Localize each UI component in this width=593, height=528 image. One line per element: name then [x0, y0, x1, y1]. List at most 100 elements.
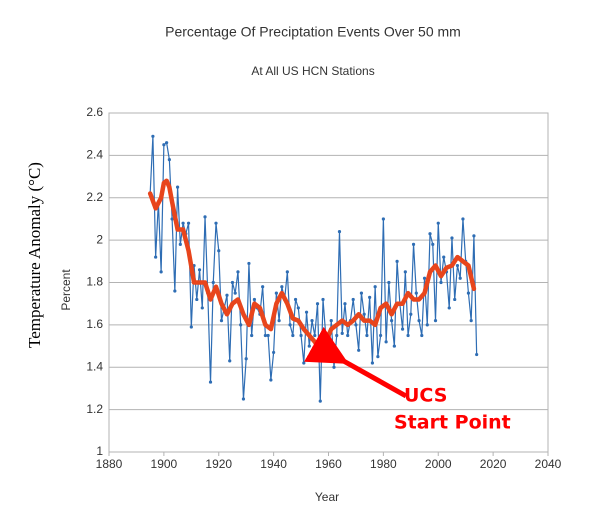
- data-point: [332, 365, 336, 369]
- data-point: [390, 319, 394, 323]
- y-tick-label: 1.4: [86, 359, 103, 373]
- data-point: [236, 270, 240, 274]
- y-tick-label: 1.8: [86, 275, 103, 289]
- data-point: [422, 276, 427, 280]
- data-point: [329, 319, 333, 323]
- data-point: [173, 289, 177, 293]
- x-tick-label: 1940: [260, 457, 287, 471]
- data-point: [197, 268, 202, 272]
- data-point: [409, 312, 413, 316]
- data-point: [217, 249, 221, 253]
- data-point: [280, 285, 284, 289]
- data-point: [420, 333, 424, 338]
- data-point: [274, 291, 278, 295]
- data-point: [447, 306, 451, 310]
- y-tick-label: 1: [96, 444, 103, 458]
- data-point: [291, 333, 295, 338]
- data-point: [165, 141, 169, 145]
- x-tick-label: 1960: [315, 457, 342, 471]
- data-point: [455, 263, 460, 268]
- overlay-axis-label: Temperature Anomaly (°C): [25, 162, 44, 348]
- data-point: [195, 297, 199, 302]
- data-point: [170, 217, 174, 221]
- data-point: [225, 293, 229, 297]
- data-point: [403, 270, 407, 274]
- data-point: [313, 333, 317, 338]
- chart-title: Percentage Of Preciptation Events Over 5…: [165, 24, 461, 40]
- chart-subtitle: At All US HCN Stations: [251, 64, 374, 78]
- data-point: [186, 221, 191, 225]
- y-tick-label: 2: [96, 232, 103, 246]
- data-point: [200, 306, 204, 310]
- data-point: [241, 397, 246, 401]
- annotation-arrow: [304, 326, 408, 399]
- data-point: [296, 306, 300, 310]
- x-tick-label: 2000: [425, 457, 452, 471]
- data-point: [219, 319, 224, 323]
- data-point: [181, 221, 185, 225]
- data-point: [466, 291, 471, 295]
- x-tick-label: 1920: [205, 457, 232, 471]
- data-point: [436, 221, 440, 225]
- data-point: [337, 230, 342, 234]
- data-point: [272, 350, 276, 355]
- data-point: [277, 319, 281, 323]
- data-point: [450, 236, 454, 240]
- annotation: UCS: [404, 385, 447, 407]
- data-point: [428, 232, 432, 236]
- data-point: [154, 255, 158, 259]
- y-axis-label: Percent: [59, 269, 73, 311]
- data-point: [162, 143, 166, 147]
- data-point: [414, 291, 418, 295]
- data-point: [208, 380, 213, 384]
- data-point: [395, 259, 399, 263]
- data-point: [288, 323, 292, 327]
- data-point: [373, 285, 377, 289]
- data-point: [230, 280, 235, 285]
- data-point: [431, 242, 435, 246]
- data-point: [269, 378, 273, 382]
- data-point: [211, 280, 215, 285]
- data-point: [365, 333, 369, 338]
- data-point: [439, 280, 443, 285]
- data-point: [310, 319, 314, 323]
- data-point: [203, 215, 207, 219]
- data-point: [250, 333, 254, 338]
- data-point: [461, 217, 465, 221]
- data-point: [346, 333, 350, 338]
- data-point: [252, 297, 257, 302]
- data-point: [189, 325, 193, 329]
- data-point: [458, 276, 462, 280]
- data-point: [244, 357, 248, 361]
- data-point: [392, 344, 396, 348]
- data-point: [299, 333, 303, 338]
- data-point: [340, 331, 344, 335]
- data-point: [263, 333, 267, 338]
- data-point: [359, 291, 364, 295]
- data-point: [247, 261, 251, 266]
- data-point: [357, 348, 361, 352]
- data-point: [151, 134, 155, 138]
- data-point: [376, 355, 380, 359]
- data-point: [469, 319, 473, 323]
- data-point: [239, 323, 243, 327]
- y-tick-label: 1.6: [86, 317, 103, 331]
- data-point: [307, 344, 311, 348]
- data-point: [228, 359, 232, 363]
- x-tick-label: 2040: [535, 457, 562, 471]
- data-point: [384, 340, 388, 344]
- data-point: [293, 297, 298, 302]
- data-point: [368, 295, 372, 299]
- data-point: [453, 297, 457, 302]
- x-tick-label: 1900: [151, 457, 178, 471]
- annotation: Start Point: [394, 412, 511, 434]
- data-point: [406, 333, 410, 338]
- data-point: [315, 302, 320, 306]
- data-point: [266, 333, 270, 338]
- data-point: [343, 302, 347, 306]
- data-point: [233, 291, 237, 295]
- data-point: [433, 319, 438, 323]
- data-point: [362, 312, 366, 316]
- x-tick-label: 2020: [480, 457, 507, 471]
